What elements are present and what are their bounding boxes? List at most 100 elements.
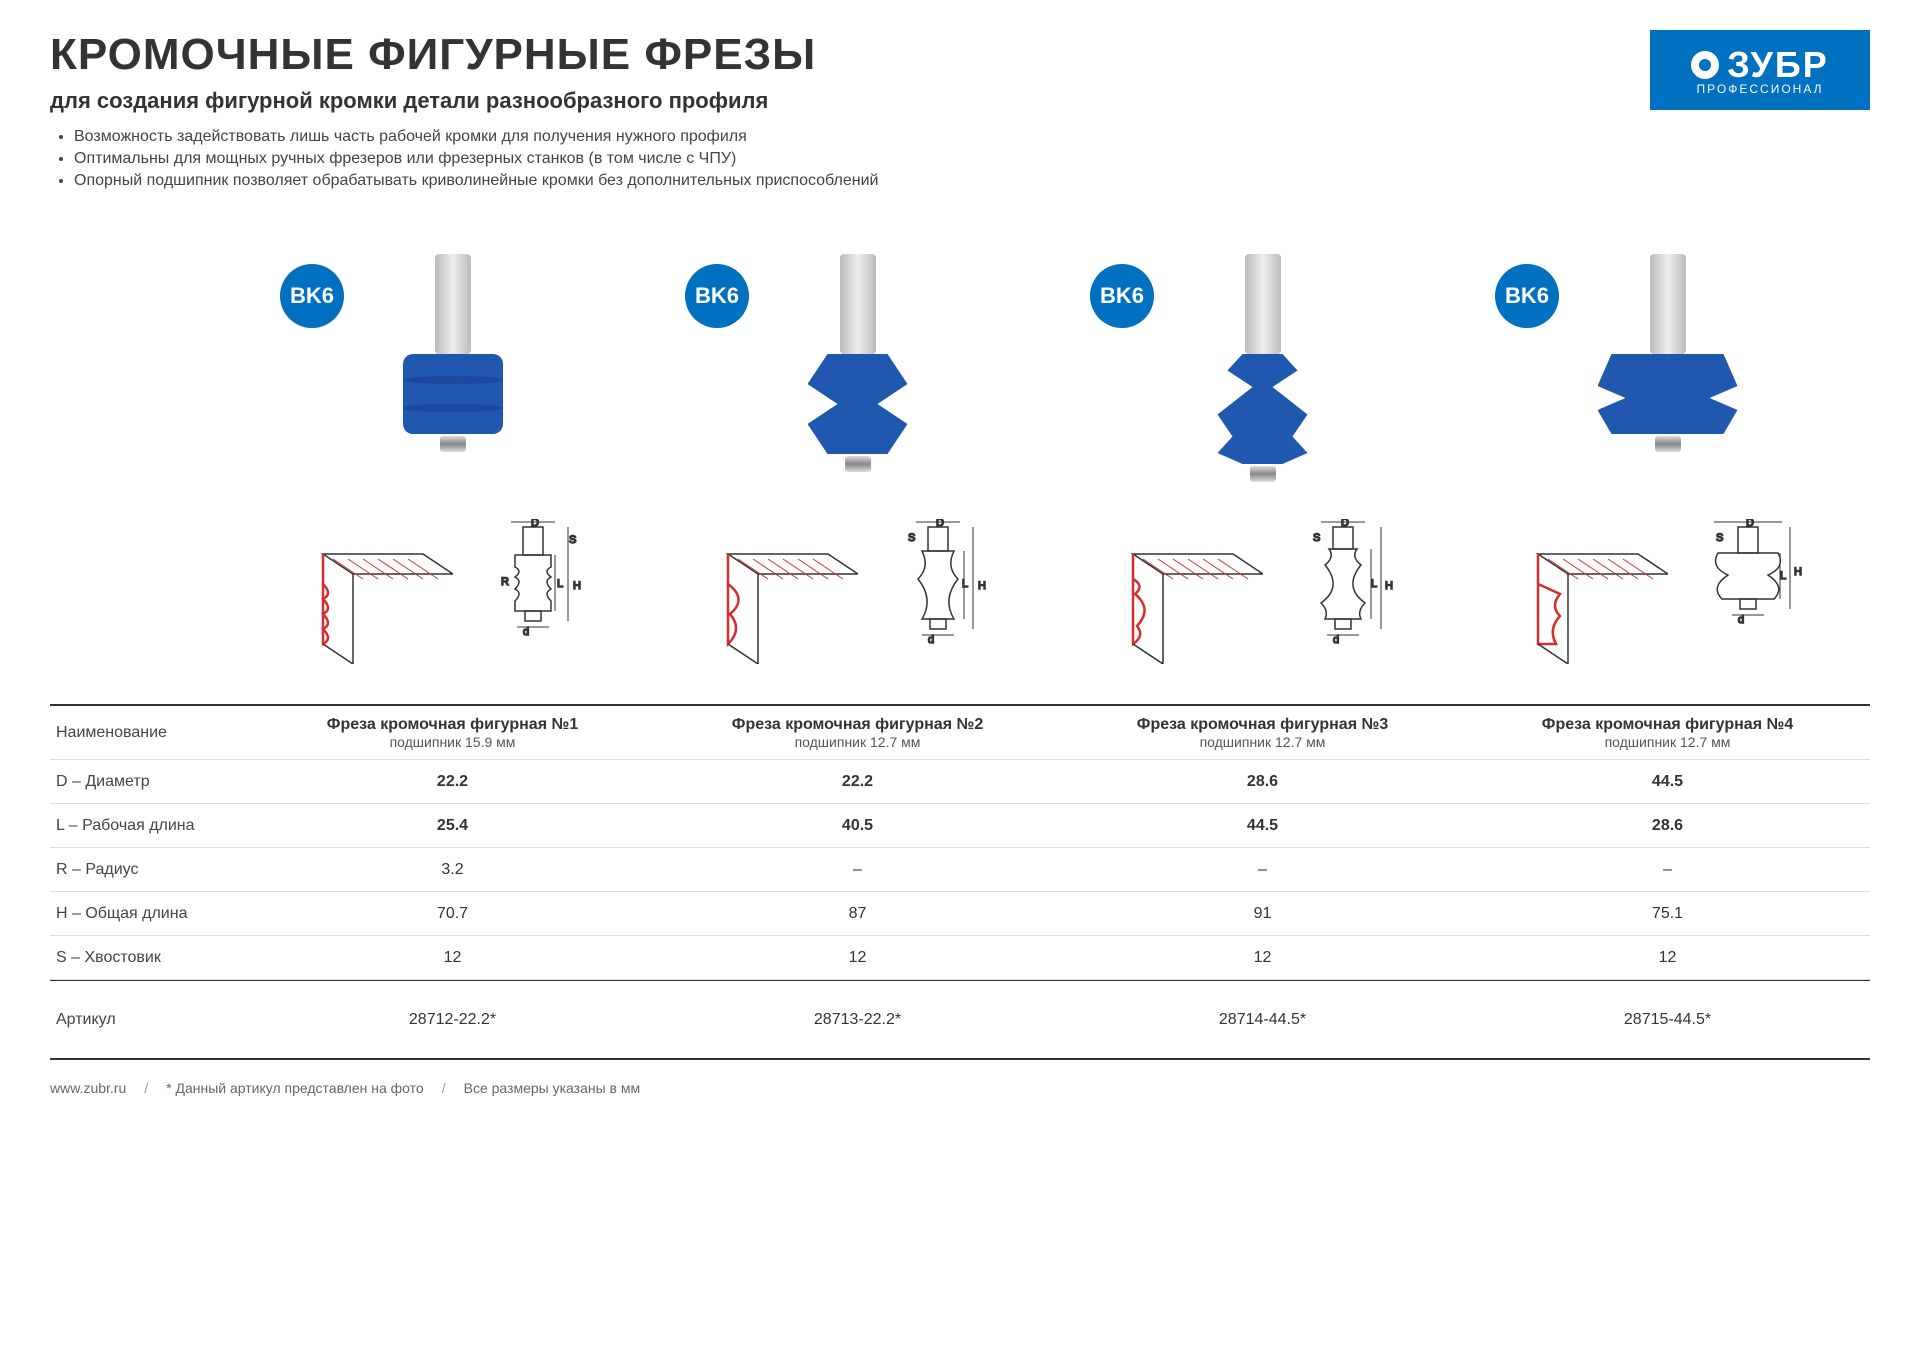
- svg-text:d: d: [1738, 614, 1744, 626]
- page-subtitle: для создания фигурной кромки детали разн…: [50, 88, 1650, 114]
- label-s: S – Хвостовик: [50, 936, 250, 980]
- val-h: 91: [1060, 892, 1465, 936]
- svg-text:D: D: [1341, 519, 1349, 529]
- router-bit-icon: [1183, 254, 1343, 474]
- bearing-text: подшипник 12.7 мм: [732, 734, 983, 750]
- label-h: H – Общая длина: [50, 892, 250, 936]
- footer-note2: Все размеры указаны в мм: [464, 1080, 641, 1096]
- val-r: –: [1060, 848, 1465, 892]
- val-art: 28713-22.2*: [655, 980, 1060, 1060]
- bullet-item: Возможность задействовать лишь часть раб…: [74, 128, 1650, 146]
- bearing-text: подшипник 12.7 мм: [1542, 734, 1793, 750]
- val-s: 12: [1465, 936, 1870, 980]
- logo-sub: ПРОФЕССИОНАЛ: [1697, 82, 1824, 96]
- product-image: BK6: [250, 224, 655, 504]
- svg-text:L: L: [557, 578, 563, 590]
- bk6-badge: BK6: [685, 264, 749, 328]
- svg-text:D: D: [531, 519, 539, 529]
- product-image: BK6: [1060, 224, 1465, 504]
- svg-text:S: S: [1313, 532, 1320, 544]
- router-bit-icon: [1588, 254, 1748, 474]
- val-d: 22.2: [250, 760, 655, 804]
- val-r: 3.2: [250, 848, 655, 892]
- separator: /: [442, 1080, 446, 1096]
- header-left: КРОМОЧНЫЕ ФИГУРНЫЕ ФРЕЗЫ для создания фи…: [50, 30, 1650, 194]
- label-r: R – Радиус: [50, 848, 250, 892]
- val-art: 28715-44.5*: [1465, 980, 1870, 1060]
- val-d: 28.6: [1060, 760, 1465, 804]
- logo-main: ЗУБР: [1691, 44, 1828, 86]
- val-art: 28712-22.2*: [250, 980, 655, 1060]
- label-art: Артикул: [50, 980, 250, 1060]
- product-image: BK6: [1465, 224, 1870, 504]
- profile-diagram: [718, 544, 858, 664]
- spacer: [50, 224, 250, 504]
- svg-text:H: H: [978, 580, 986, 592]
- val-h: 75.1: [1465, 892, 1870, 936]
- product-column-3: BK6: [1060, 224, 1465, 1060]
- product-name: Фреза кромочная фигурная №4 подшипник 12…: [1465, 704, 1870, 760]
- bullet-item: Опорный подшипник позволяет обрабатывать…: [74, 172, 1650, 190]
- val-r: –: [1465, 848, 1870, 892]
- svg-text:L: L: [1780, 570, 1786, 582]
- svg-text:H: H: [573, 580, 581, 592]
- svg-text:d: d: [928, 634, 934, 646]
- footer-note1: * Данный артикул представлен на фото: [166, 1080, 424, 1096]
- header: КРОМОЧНЫЕ ФИГУРНЫЕ ФРЕЗЫ для создания фи…: [50, 30, 1870, 194]
- diagram: D S H L R d: [250, 504, 655, 704]
- product-name: Фреза кромочная фигурная №2 подшипник 12…: [655, 704, 1060, 760]
- bearing-text: подшипник 12.7 мм: [1137, 734, 1388, 750]
- val-d: 44.5: [1465, 760, 1870, 804]
- bk6-badge: BK6: [280, 264, 344, 328]
- val-art: 28714-44.5*: [1060, 980, 1465, 1060]
- logo-icon: [1691, 51, 1719, 79]
- svg-text:S: S: [569, 534, 576, 546]
- product-column-4: BK6: [1465, 224, 1870, 1060]
- svg-text:L: L: [1371, 578, 1377, 590]
- svg-text:S: S: [1716, 532, 1723, 544]
- diagram: D S H L d: [655, 504, 1060, 704]
- svg-text:R: R: [501, 576, 509, 588]
- bk6-badge: BK6: [1495, 264, 1559, 328]
- product-column-2: BK6: [655, 224, 1060, 1060]
- val-r: –: [655, 848, 1060, 892]
- bullet-item: Оптимальны для мощных ручных фрезеров ил…: [74, 150, 1650, 168]
- product-image: BK6: [655, 224, 1060, 504]
- spec-diagram: D S H L R d: [473, 519, 593, 689]
- separator: /: [144, 1080, 148, 1096]
- name-text: Фреза кромочная фигурная №4: [1542, 716, 1793, 733]
- spec-diagram: D S H L d: [878, 519, 998, 689]
- footer: www.zubr.ru / * Данный артикул представл…: [50, 1080, 1870, 1096]
- svg-text:H: H: [1794, 566, 1802, 578]
- feature-bullets: Возможность задействовать лишь часть раб…: [50, 128, 1650, 190]
- diagram: D S H L d: [1465, 504, 1870, 704]
- bk6-badge: BK6: [1090, 264, 1154, 328]
- svg-text:D: D: [1746, 519, 1754, 529]
- page-title: КРОМОЧНЫЕ ФИГУРНЫЕ ФРЕЗЫ: [50, 30, 1650, 80]
- val-s: 12: [250, 936, 655, 980]
- router-bit-icon: [778, 254, 938, 474]
- name-text: Фреза кромочная фигурная №3: [1137, 716, 1388, 733]
- val-s: 12: [1060, 936, 1465, 980]
- product-name: Фреза кромочная фигурная №1 подшипник 15…: [250, 704, 655, 760]
- profile-diagram: [313, 544, 453, 664]
- svg-text:d: d: [523, 626, 529, 638]
- val-h: 87: [655, 892, 1060, 936]
- svg-text:L: L: [962, 578, 968, 590]
- label-name: Наименование: [50, 704, 250, 760]
- diagram: D S H L d: [1060, 504, 1465, 704]
- label-d: D – Диаметр: [50, 760, 250, 804]
- label-l: L – Рабочая длина: [50, 804, 250, 848]
- name-text: Фреза кромочная фигурная №1: [327, 716, 578, 733]
- val-l: 28.6: [1465, 804, 1870, 848]
- val-d: 22.2: [655, 760, 1060, 804]
- svg-text:d: d: [1333, 634, 1339, 646]
- spec-diagram: D S H L d: [1283, 519, 1403, 689]
- val-s: 12: [655, 936, 1060, 980]
- product-column-1: BK6: [250, 224, 655, 1060]
- spacer: [50, 504, 250, 704]
- bearing-text: подшипник 15.9 мм: [327, 734, 578, 750]
- brand-logo: ЗУБР ПРОФЕССИОНАЛ: [1650, 30, 1870, 110]
- svg-text:D: D: [936, 519, 944, 529]
- products-grid: Наименование D – Диаметр L – Рабочая дли…: [50, 224, 1870, 1060]
